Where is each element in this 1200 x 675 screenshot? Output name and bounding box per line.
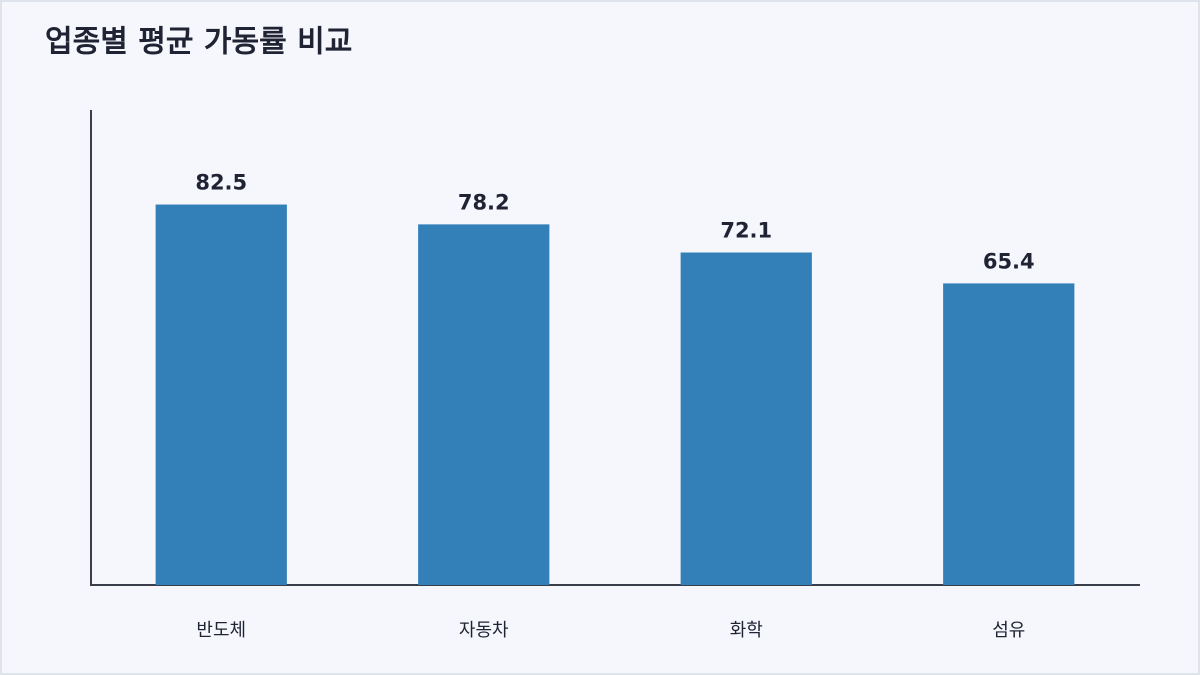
value-label: 72.1 [720,219,772,243]
bar [943,283,1075,585]
value-label: 65.4 [983,249,1035,273]
x-tick-label: 자동차 [459,620,509,641]
x-tick-label: 섬유 [992,620,1025,641]
value-label: 82.5 [195,171,247,195]
bar [418,224,550,585]
chart-title: 업종별 평균 가동률 비교 [45,25,352,60]
x-tick-label: 반도체 [196,620,246,641]
x-tick-label: 화학 [730,620,763,641]
value-label: 78.2 [458,190,510,214]
bar [680,252,812,585]
bar [155,204,287,586]
